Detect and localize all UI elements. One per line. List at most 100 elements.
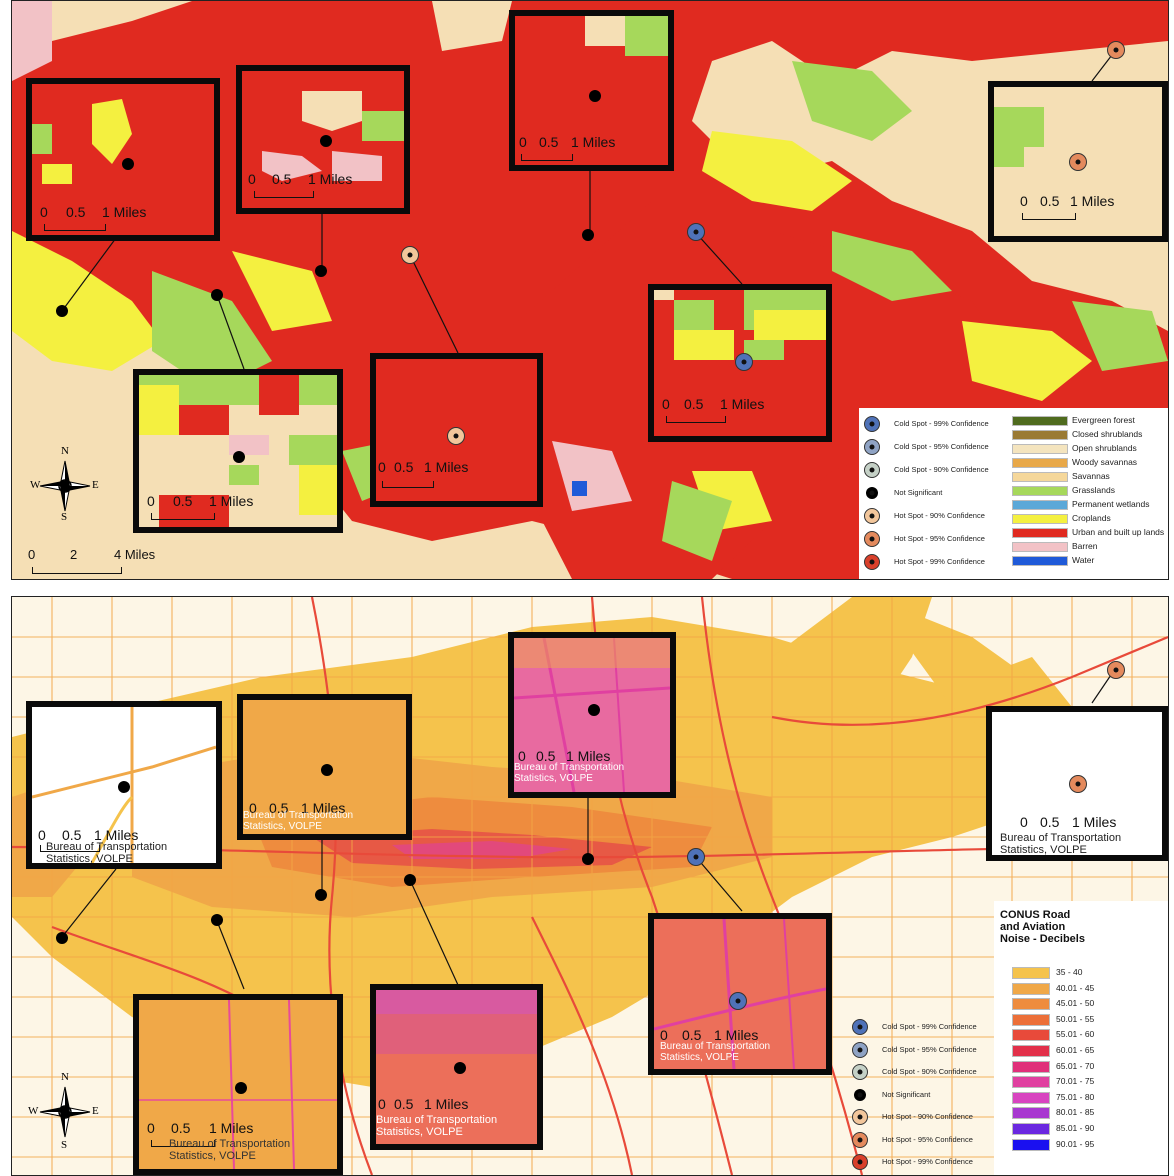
scale-half: 0.5 xyxy=(269,800,289,816)
landcover-label: Woody savannas xyxy=(1072,457,1138,467)
scale-half: 0.5 xyxy=(173,493,193,509)
inset-box-e: 0 0.5 1 Miles xyxy=(648,284,832,442)
scale-zero: 0 xyxy=(248,171,256,187)
inset-c-landcover xyxy=(585,16,668,56)
noise-swatch xyxy=(1012,982,1050,995)
not-significant-point xyxy=(211,289,223,301)
noise-label: 85.01 - 90 xyxy=(1056,1123,1095,1133)
noise-legend-title-line-1: CONUS Road xyxy=(1000,909,1071,921)
landcover-label: Water xyxy=(1072,555,1095,565)
scale-one: 1 Miles xyxy=(1070,193,1115,209)
scale-one: 1 Miles xyxy=(308,171,353,187)
not-significant-point xyxy=(56,932,68,944)
credit-line-1: Bureau of Transportation xyxy=(514,762,625,773)
noise-swatch xyxy=(1012,1076,1050,1089)
noise-swatch xyxy=(1012,1138,1050,1151)
inset-box-c: 0 0.5 1 Miles xyxy=(509,10,674,171)
data-credit: Bureau of Transportation Statistics, VOLP… xyxy=(169,1138,290,1162)
noise-inset-e: 0 0.5 1 Miles Bureau of Transportation St… xyxy=(648,913,832,1075)
noise-swatch xyxy=(1012,1091,1050,1104)
noise-inset-f: 0 0.5 1 Miles Bureau of Transportation St… xyxy=(133,994,343,1175)
scale-bar xyxy=(151,513,215,520)
credit-line-1: Bureau of Transportation xyxy=(243,810,354,821)
inset-box-b: 0 0.5 1 Miles xyxy=(236,65,410,214)
scale-one: 1 Miles xyxy=(720,396,765,412)
spot-legend-symbol xyxy=(852,1131,868,1148)
credit-line-2: Statistics, VOLPE xyxy=(169,1150,256,1162)
scale-zero: 0 xyxy=(38,827,46,843)
spot-legend-label: Cold Spot - 90% Confidence xyxy=(894,465,989,474)
data-credit: Bureau of Transportation Statistics, VOLP… xyxy=(660,1041,770,1063)
scale-one: 1 Miles xyxy=(102,204,147,220)
noise-inset-b: 0 0.5 1 Miles Bureau of Transportation St… xyxy=(237,694,412,840)
scale-zero: 0 xyxy=(519,134,527,150)
scale-bar xyxy=(254,191,314,198)
noise-label: 40.01 - 45 xyxy=(1056,982,1095,993)
spot-legend-symbol xyxy=(864,531,880,547)
credit-line-2: Statistics, VOLPE xyxy=(46,853,133,865)
hot-spot-90-point xyxy=(401,246,419,264)
not-significant-point xyxy=(56,305,68,317)
data-credit: Bureau of Transportation Statistics, VOLP… xyxy=(376,1114,497,1138)
inset-f-landcover xyxy=(139,375,337,527)
scale-zero: 0 xyxy=(378,459,386,475)
landcover-label: Barren xyxy=(1072,541,1098,551)
cold-spot-99-point xyxy=(729,992,747,1010)
map-scale-four: 4 Miles xyxy=(114,547,156,562)
spot-legend-symbol xyxy=(866,487,878,499)
data-credit: Bureau of Transportation Statistics, VOLP… xyxy=(514,762,624,784)
noise-swatch xyxy=(1012,998,1050,1011)
spot-legend: Cold Spot - 99% Confidence Cold Spot - 95… xyxy=(848,1017,996,1175)
noise-label: 45.01 - 50 xyxy=(1056,998,1095,1009)
not-significant-point xyxy=(122,158,134,170)
spot-legend-symbol xyxy=(852,1064,868,1080)
spot-legend-symbol xyxy=(852,1154,868,1170)
scale-one: 1 Miles xyxy=(209,1120,254,1136)
noise-swatch xyxy=(1012,967,1050,979)
cold-spot-99-point xyxy=(687,223,705,241)
noise-swatch xyxy=(1012,1029,1050,1042)
noise-legend-title-line-3: Noise - Decibels xyxy=(1000,933,1085,945)
scale-half: 0.5 xyxy=(171,1120,191,1136)
scale-zero: 0 xyxy=(40,204,48,220)
spot-legend-symbol xyxy=(852,1019,868,1035)
noise-swatch xyxy=(1012,1045,1050,1057)
landcover-swatch xyxy=(1012,528,1068,538)
map-scale-two: 2 xyxy=(70,547,78,562)
scale-zero: 0 xyxy=(147,1120,155,1136)
spot-legend-label: Cold Spot - 95% Confidence xyxy=(894,442,989,451)
noise-swatch xyxy=(1012,1107,1050,1120)
spot-legend-label: Hot Spot - 99% Confidence xyxy=(894,557,985,566)
landcover-label: Croplands xyxy=(1072,513,1111,523)
noise-label: 35 - 40 xyxy=(1056,967,1083,977)
map-scale-zero: 0 xyxy=(28,547,36,562)
noise-inset-c-roads xyxy=(514,638,670,792)
noise-label: 70.01 - 75 xyxy=(1056,1076,1095,1087)
not-significant-point xyxy=(118,781,130,793)
scale-one: 1 Miles xyxy=(301,800,346,816)
hot-spot-95-point xyxy=(1107,661,1125,679)
credit-line-2: Statistics, VOLPE xyxy=(1000,844,1087,856)
spot-legend-label: Not Significant xyxy=(882,1089,931,1099)
not-significant-point xyxy=(211,914,223,926)
landcover-swatch xyxy=(1012,430,1068,440)
not-significant-point xyxy=(315,889,327,901)
cold-spot-99-point xyxy=(735,353,753,371)
noise-map-panel: 0 0.5 1 Miles Bureau of Transportation St… xyxy=(11,596,1169,1176)
scale-zero: 0 xyxy=(518,748,526,764)
spot-legend-label: Cold Spot - 99% Confidence xyxy=(882,1022,977,1031)
noise-inset-g: 0 0.5 1 Miles Bureau of Transportation St… xyxy=(370,984,543,1150)
scale-zero: 0 xyxy=(147,493,155,509)
scale-bar xyxy=(382,481,434,488)
scale-half: 0.5 xyxy=(66,204,86,220)
noise-inset-f-roads xyxy=(139,1000,337,1169)
noise-label: 65.01 - 70 xyxy=(1056,1060,1095,1071)
landcover-swatch xyxy=(1012,542,1068,552)
inset-d-landcover xyxy=(994,107,1044,167)
not-significant-point xyxy=(321,764,333,776)
landcover-legend: Cold Spot - 99% Confidence Cold Spot - 95… xyxy=(859,408,1168,579)
noise-label: 75.01 - 80 xyxy=(1056,1091,1095,1102)
landcover-label: Evergreen forest xyxy=(1072,415,1135,425)
scale-one: 1 Miles xyxy=(566,748,611,764)
scale-zero: 0 xyxy=(660,1027,668,1043)
